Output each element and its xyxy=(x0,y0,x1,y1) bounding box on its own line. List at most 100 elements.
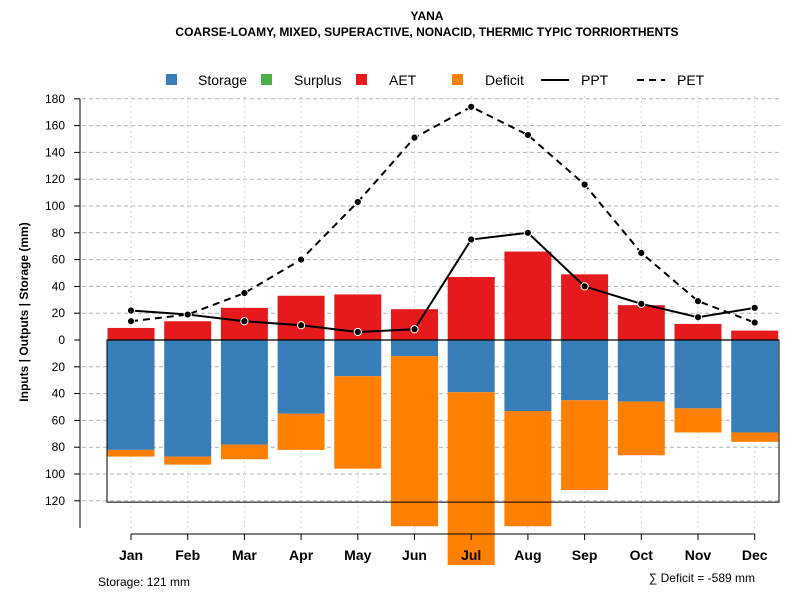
y-tick-label: 80 xyxy=(52,440,66,454)
ppt-point-sep xyxy=(580,282,589,291)
pet-point-jul xyxy=(467,102,476,111)
legend-swatch-deficit xyxy=(452,74,463,85)
month-label-apr: Apr xyxy=(289,547,314,563)
legend-label-deficit: Deficit xyxy=(485,72,524,88)
pet-line xyxy=(130,105,756,324)
storage-note: Storage: 121 mm xyxy=(98,575,190,589)
ppt-line xyxy=(130,231,755,333)
aet-bar-aug xyxy=(504,251,552,340)
aet-bar-dec xyxy=(731,330,779,340)
legend-label-ppt: PPT xyxy=(581,72,609,88)
legend: Storage Surplus AET Deficit PPT PET xyxy=(166,72,705,88)
reference-frames xyxy=(106,339,780,503)
storage-bar-dec xyxy=(731,340,779,433)
pet-point-jun xyxy=(410,133,419,142)
deficit-bar-nov xyxy=(674,408,722,433)
aet-bar-oct xyxy=(617,305,665,340)
y-tick-label: 180 xyxy=(45,92,65,106)
deficit-bar-jan xyxy=(107,449,155,457)
y-tick-label: 120 xyxy=(45,494,65,508)
storage-bar-feb xyxy=(164,340,212,457)
legend-label-surplus: Surplus xyxy=(294,72,341,88)
deficit-note: ∑ Deficit = -589 mm xyxy=(649,571,755,585)
ppt-point-oct xyxy=(637,299,646,308)
legend-swatch-surplus xyxy=(261,74,272,85)
storage-bar-sep xyxy=(561,340,609,401)
pet-point-nov xyxy=(693,297,703,306)
ppt-point-jan xyxy=(126,306,136,315)
storage-capacity-frame xyxy=(106,339,780,503)
ppt-point-may xyxy=(353,327,362,337)
storage-bar-mar xyxy=(220,340,268,445)
storage-bar-jul xyxy=(447,340,495,393)
legend-label-pet: PET xyxy=(677,72,705,88)
y-tick-label: 120 xyxy=(45,172,65,186)
y-tick-label: 100 xyxy=(45,199,65,213)
y-tick-label: 40 xyxy=(52,279,66,293)
deficit-bar-mar xyxy=(220,444,268,460)
month-label-feb: Feb xyxy=(175,547,200,563)
aet-bar-feb xyxy=(164,321,212,340)
legend-label-storage: Storage xyxy=(198,72,247,88)
y-tick-label: 0 xyxy=(58,333,65,347)
y-tick-label: 140 xyxy=(45,145,65,159)
pet-point-aug xyxy=(523,130,533,140)
pet-point-sep xyxy=(580,180,589,189)
storage-bar-nov xyxy=(674,340,722,409)
aet-bar-jan xyxy=(107,327,155,340)
legend-swatch-storage xyxy=(166,74,177,85)
aet-bar-jun xyxy=(391,309,438,340)
ppt-point-nov xyxy=(693,313,703,322)
chart-subtitle: COARSE-LOAMY, MIXED, SUPERACTIVE, NONACI… xyxy=(175,25,678,39)
chart-title: YANA xyxy=(411,9,444,23)
month-label-aug: Aug xyxy=(514,547,541,563)
y-tick-label: 80 xyxy=(52,226,66,240)
y-tick-label: 60 xyxy=(52,253,66,267)
pet-point-dec xyxy=(750,318,759,327)
deficit-bar-feb xyxy=(164,456,212,465)
month-label-mar: Mar xyxy=(232,547,257,563)
storage-bar-may xyxy=(334,340,382,377)
storage-bar-oct xyxy=(617,340,665,402)
y-tick-label: 100 xyxy=(45,467,65,481)
bars xyxy=(107,251,779,566)
month-label-may: May xyxy=(344,547,371,563)
y-axis-title: Inputs | Outputs | Storage (mm) xyxy=(17,222,31,401)
aet-bar-jul xyxy=(447,277,495,340)
month-label-nov: Nov xyxy=(685,547,712,563)
storage-bar-jan xyxy=(107,340,155,450)
deficit-bar-may xyxy=(334,376,382,469)
aet-bar-nov xyxy=(674,323,722,340)
ppt-point-dec xyxy=(750,303,759,312)
deficit-bar-apr xyxy=(277,413,325,450)
deficit-bar-jun xyxy=(391,356,438,527)
y-tick-label: 20 xyxy=(52,306,66,320)
ppt-point-jul xyxy=(467,235,476,244)
y-tick-label: 40 xyxy=(52,387,66,401)
month-label-sep: Sep xyxy=(572,547,598,563)
deficit-bar-oct xyxy=(617,401,665,456)
legend-label-aet: AET xyxy=(389,72,417,88)
pet-point-apr xyxy=(297,255,306,264)
pet-point-jan xyxy=(126,317,136,326)
pet-point-may xyxy=(353,197,362,207)
deficit-bar-dec xyxy=(731,432,779,442)
deficit-bar-aug xyxy=(504,411,552,527)
storage-bar-aug xyxy=(504,340,552,412)
ppt-point-apr xyxy=(297,321,306,330)
y-tick-label: 20 xyxy=(52,360,66,374)
ppt-point-aug xyxy=(523,228,533,237)
storage-bar-apr xyxy=(277,340,325,414)
month-label-jun: Jun xyxy=(402,547,427,563)
storage-bar-jun xyxy=(391,340,438,357)
series-lines xyxy=(126,102,759,337)
month-label-jan: Jan xyxy=(119,547,143,563)
y-tick-label: 60 xyxy=(52,413,66,427)
legend-swatch-aet xyxy=(356,74,367,85)
pet-point-feb xyxy=(183,310,192,319)
deficit-bar-sep xyxy=(561,400,609,491)
month-label-dec: Dec xyxy=(742,547,768,563)
pet-point-mar xyxy=(240,289,249,298)
month-label-jul: Jul xyxy=(461,547,481,563)
